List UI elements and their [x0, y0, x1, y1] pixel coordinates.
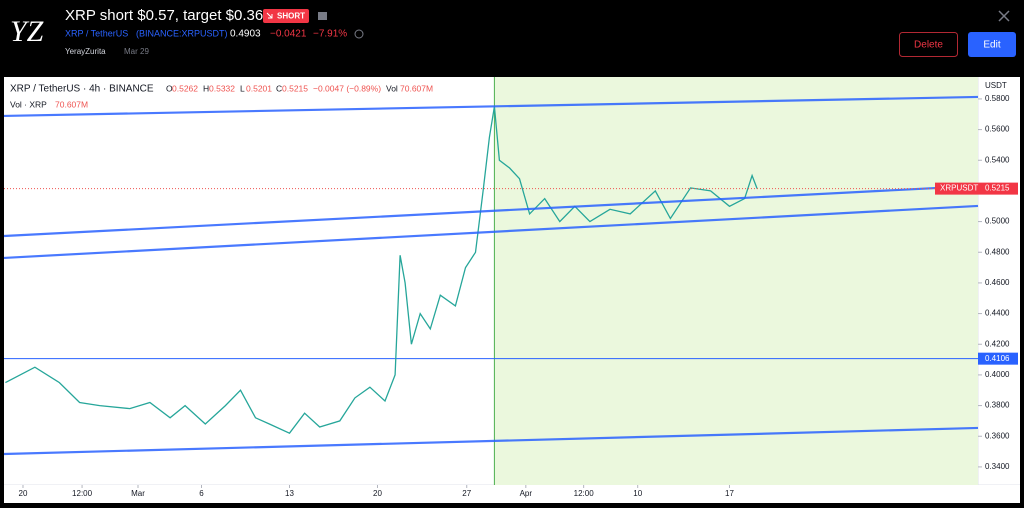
- ohlc-h-label: H: [203, 83, 209, 93]
- ohlc-h: 0.5332: [209, 83, 235, 93]
- y-tick-label: 0.4000: [985, 370, 1010, 379]
- y-tick-label: 0.5800: [985, 94, 1010, 103]
- price: 0.4903: [230, 29, 261, 40]
- idea-region: [494, 77, 978, 485]
- ohlc-l: 0.5201: [246, 83, 272, 93]
- x-tick-label: 12:00: [72, 489, 93, 498]
- ohlc-change: −0.0047 (−0.89%): [313, 83, 381, 93]
- x-tick-label: 6: [199, 489, 204, 498]
- x-tick-label: 12:00: [574, 489, 595, 498]
- edit-label[interactable]: Edit: [983, 40, 1000, 51]
- y-unit: USDT: [985, 81, 1007, 90]
- trendline: [3, 426, 979, 456]
- logo: YZ: [10, 15, 44, 48]
- y-tick-label: 0.4600: [985, 278, 1010, 287]
- trendline: [3, 95, 979, 118]
- trendline: [3, 204, 979, 260]
- y-tick-label: 0.5400: [985, 155, 1010, 164]
- ohlc-vol: 70.607M: [400, 83, 433, 93]
- ohlc-o-label: O: [166, 83, 173, 93]
- volume-value: 70.607M: [55, 99, 88, 109]
- ohlc-l-label: L: [240, 83, 245, 93]
- last-price-name: XRPUSDT: [940, 184, 978, 193]
- symbol[interactable]: XRP / TetherUS: [65, 28, 128, 38]
- change-percent: −7.91%: [313, 29, 347, 40]
- x-tick-label: Apr: [520, 489, 533, 498]
- delete-label[interactable]: Delete: [914, 40, 943, 51]
- badge-icon: [266, 12, 273, 19]
- chart-title: XRP / TetherUS · 4h · BINANCE: [10, 84, 154, 95]
- x-tick-label: Mar: [131, 489, 145, 498]
- ohlc-vol-label: Vol: [386, 83, 398, 93]
- last-price-label: 0.5215: [985, 184, 1010, 193]
- change: −0.0421: [270, 29, 307, 40]
- idea-title: XRP short $0.57, target $0.365: [65, 7, 272, 24]
- y-tick-label: 0.3800: [985, 401, 1010, 410]
- y-tick-label: 0.5000: [985, 217, 1010, 226]
- y-tick-label: 0.5600: [985, 125, 1010, 134]
- ohlc-c-label: C: [276, 83, 282, 93]
- chart: [3, 77, 1020, 486]
- author[interactable]: YerayZurita: [65, 47, 106, 56]
- x-tick-label: 20: [373, 489, 382, 498]
- short-badge: [263, 9, 309, 23]
- y-tick-label: 0.3600: [985, 431, 1010, 440]
- exchange-symbol[interactable]: (BINANCE:XRPUSDT): [136, 28, 228, 38]
- badge-text: SHORT: [277, 12, 305, 21]
- volume-title: Vol · XRP: [10, 99, 47, 109]
- x-tick-label: 17: [725, 489, 734, 498]
- date: Mar 29: [124, 47, 149, 56]
- close-button[interactable]: [998, 10, 1010, 22]
- horizontal-line-label: 0.4106: [985, 354, 1010, 363]
- x-tick-label: 13: [285, 489, 294, 498]
- time-axis-background: [4, 485, 1020, 503]
- lock-icon: [318, 12, 327, 20]
- ohlc-c: 0.5215: [282, 83, 308, 93]
- trendline: [3, 184, 979, 238]
- x-tick-label: 27: [462, 489, 471, 498]
- alarm-icon: [354, 29, 364, 39]
- edit-button[interactable]: [968, 32, 1016, 57]
- horizontal-line-tag: [978, 352, 1018, 365]
- last-price-tag: [935, 182, 1018, 195]
- y-tick-label: 0.4800: [985, 247, 1010, 256]
- y-tick-label: 0.4200: [985, 339, 1010, 348]
- x-tick-label: 20: [19, 489, 28, 498]
- ohlc-o: 0.5262: [172, 83, 198, 93]
- y-tick-label: 0.3400: [985, 462, 1010, 471]
- delete-button[interactable]: [899, 32, 958, 57]
- y-tick-label: 0.4400: [985, 309, 1010, 318]
- x-tick-label: 10: [633, 489, 642, 498]
- price-line: [5, 106, 758, 435]
